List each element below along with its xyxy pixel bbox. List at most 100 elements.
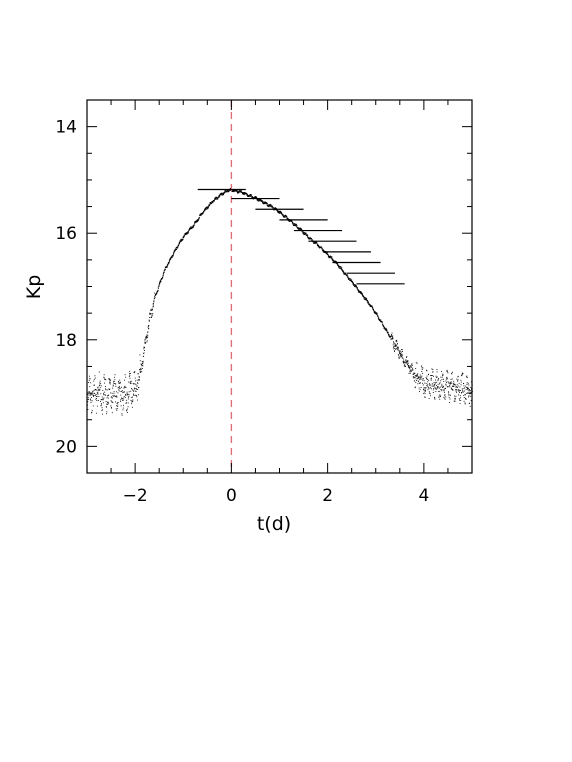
data-point bbox=[414, 375, 416, 376]
data-point bbox=[251, 196, 253, 197]
plot-area bbox=[87, 100, 473, 473]
data-point bbox=[345, 272, 347, 274]
data-point bbox=[119, 385, 120, 387]
data-point bbox=[164, 270, 166, 272]
data-point bbox=[464, 393, 466, 395]
data-point bbox=[378, 317, 380, 319]
data-point bbox=[185, 234, 186, 236]
data-point bbox=[361, 294, 363, 295]
data-point bbox=[90, 402, 92, 404]
data-point bbox=[155, 294, 157, 296]
data-point bbox=[364, 297, 366, 298]
data-point bbox=[138, 377, 140, 378]
data-point bbox=[133, 395, 135, 396]
data-point bbox=[111, 392, 113, 394]
data-point bbox=[418, 382, 420, 384]
data-point bbox=[181, 240, 183, 242]
data-point bbox=[128, 381, 130, 383]
data-point bbox=[337, 264, 339, 266]
data-point bbox=[466, 386, 467, 388]
data-point bbox=[152, 306, 154, 308]
data-point bbox=[450, 387, 452, 389]
data-point bbox=[457, 385, 459, 387]
data-point bbox=[98, 389, 100, 391]
data-point bbox=[433, 384, 435, 386]
data-point bbox=[390, 335, 392, 337]
data-point bbox=[238, 191, 240, 193]
data-point bbox=[152, 303, 154, 305]
data-point bbox=[129, 383, 131, 385]
data-point bbox=[219, 194, 221, 196]
data-point bbox=[455, 390, 457, 392]
data-point bbox=[323, 249, 324, 251]
data-point bbox=[429, 383, 431, 385]
data-point bbox=[251, 197, 253, 199]
data-point bbox=[429, 395, 431, 397]
data-point bbox=[169, 260, 171, 261]
data-point bbox=[359, 292, 361, 294]
data-point bbox=[179, 240, 181, 242]
data-point bbox=[374, 312, 376, 314]
data-point bbox=[141, 365, 143, 367]
data-point bbox=[448, 396, 450, 398]
data-point bbox=[186, 232, 188, 233]
data-point bbox=[460, 384, 462, 386]
data-point bbox=[143, 355, 145, 357]
data-point bbox=[95, 394, 97, 395]
data-point bbox=[196, 219, 198, 221]
data-point bbox=[134, 372, 136, 374]
data-point bbox=[120, 399, 121, 401]
y-tick-label: 16 bbox=[55, 224, 77, 244]
data-point bbox=[291, 220, 293, 222]
data-point bbox=[100, 393, 102, 395]
data-point bbox=[268, 206, 270, 208]
data-point bbox=[414, 387, 416, 389]
data-point bbox=[169, 258, 171, 259]
data-point bbox=[278, 210, 280, 212]
data-point bbox=[400, 354, 401, 356]
data-point bbox=[433, 385, 435, 387]
data-point bbox=[461, 373, 463, 375]
data-point bbox=[352, 282, 354, 284]
data-point bbox=[437, 386, 439, 388]
data-point bbox=[144, 339, 146, 340]
data-point bbox=[141, 367, 143, 369]
data-point bbox=[132, 396, 133, 398]
data-point bbox=[437, 378, 439, 380]
data-point bbox=[338, 265, 340, 267]
data-point bbox=[275, 209, 277, 211]
data-point bbox=[193, 225, 194, 227]
data-point bbox=[148, 324, 150, 326]
data-point bbox=[452, 385, 454, 387]
data-point bbox=[463, 397, 465, 398]
data-point bbox=[383, 327, 385, 329]
data-point bbox=[96, 392, 98, 394]
data-point bbox=[192, 226, 194, 228]
data-point bbox=[120, 391, 122, 392]
data-point bbox=[283, 215, 285, 217]
data-point bbox=[434, 383, 436, 385]
data-point bbox=[128, 396, 130, 398]
data-point bbox=[216, 197, 218, 199]
data-point bbox=[313, 242, 315, 243]
data-point bbox=[148, 319, 150, 321]
y-tick-label: 18 bbox=[55, 331, 77, 351]
data-point bbox=[150, 313, 152, 315]
data-point bbox=[453, 380, 455, 382]
data-point bbox=[89, 378, 91, 380]
data-point bbox=[116, 405, 117, 407]
data-point bbox=[436, 371, 438, 373]
data-point bbox=[129, 377, 131, 379]
data-point bbox=[317, 246, 319, 248]
data-point bbox=[335, 261, 337, 263]
data-point bbox=[192, 227, 194, 229]
data-point bbox=[464, 403, 466, 405]
data-point bbox=[153, 300, 155, 302]
data-point bbox=[93, 378, 95, 380]
data-point bbox=[314, 242, 316, 244]
data-point bbox=[214, 197, 216, 199]
data-point bbox=[428, 379, 430, 381]
data-point bbox=[110, 392, 112, 394]
data-point bbox=[463, 390, 465, 392]
data-point bbox=[139, 360, 141, 362]
